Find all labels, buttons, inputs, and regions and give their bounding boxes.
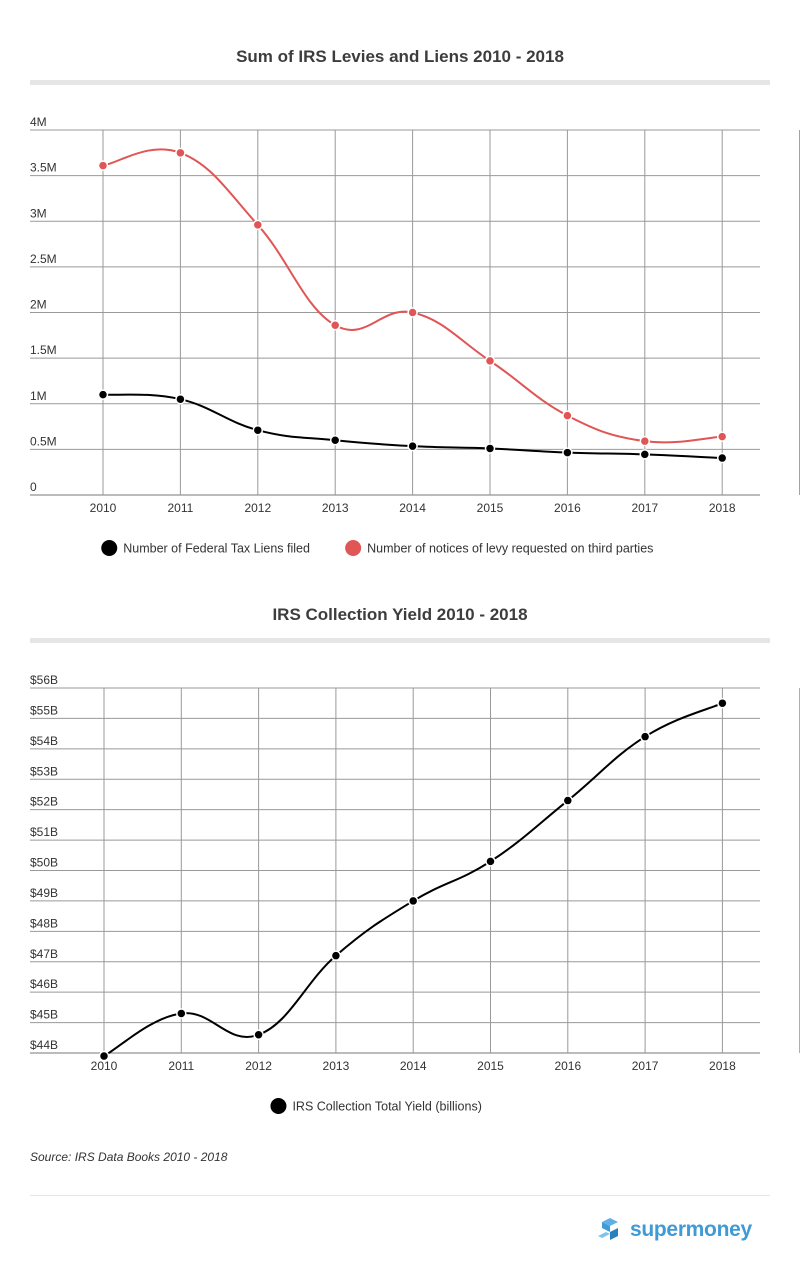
footer-divider: [30, 1195, 770, 1196]
y-tick-label: $52B: [30, 795, 58, 809]
y-tick-label: $49B: [30, 886, 58, 900]
x-tick-label: 2017: [631, 501, 658, 515]
x-tick-label: 2016: [554, 501, 581, 515]
data-point: [407, 307, 418, 318]
supermoney-logo[interactable]: supermoney: [596, 1216, 752, 1244]
y-tick-label: $47B: [30, 947, 58, 961]
data-point: [562, 795, 574, 806]
chart2-collection-yield: $44B $45B $46B $47B $48B $49B $50B $51B $52B $53B…: [30, 673, 800, 1114]
data-point: [484, 443, 496, 454]
data-point: [639, 731, 651, 742]
data-point: [485, 856, 496, 867]
y-tick-label: $54B: [30, 734, 58, 748]
y-tick-label: 0.5M: [30, 434, 57, 448]
data-point: [252, 424, 264, 436]
chart1-title-underline: [30, 80, 770, 85]
x-tick-label: 2016: [554, 1059, 581, 1073]
chart1-title: Sum of IRS Levies and Liens 2010 - 2018: [236, 47, 564, 66]
source-note: Source: IRS Data Books 2010 - 2018: [30, 1150, 228, 1164]
legend-label: Number of notices of levy requested on t…: [367, 542, 653, 556]
y-tick-label: 1M: [30, 389, 47, 403]
data-point: [253, 1029, 264, 1040]
data-point: [329, 435, 341, 446]
y-tick-label: 4M: [30, 115, 47, 129]
supermoney-wordmark: supermoney: [630, 1218, 752, 1241]
x-tick-label: 2017: [632, 1059, 659, 1073]
legend-label: Number of Federal Tax Liens filed: [123, 542, 310, 556]
data-point: [98, 1050, 110, 1062]
x-tick-label: 2013: [322, 501, 349, 515]
data-point: [639, 449, 651, 460]
y-tick-label: $50B: [30, 856, 58, 870]
y-tick-label: 2M: [30, 298, 47, 312]
x-tick-label: 2014: [399, 501, 426, 515]
data-point: [717, 697, 728, 709]
legend-marker: [345, 540, 362, 556]
data-point: [716, 452, 728, 464]
x-tick-label: 2011: [167, 501, 193, 515]
x-tick-label: 2014: [400, 1059, 427, 1073]
y-tick-label: $48B: [30, 916, 58, 930]
data-point: [639, 435, 651, 447]
y-tick-label: $45B: [30, 1008, 58, 1022]
data-point: [175, 393, 186, 405]
y-tick-label: 3.5M: [30, 161, 57, 175]
data-point: [330, 950, 342, 961]
data-point: [329, 320, 341, 331]
y-tick-label: $46B: [30, 977, 58, 991]
supermoney-logo-icon: [598, 1218, 618, 1240]
y-tick-label: $44B: [30, 1038, 58, 1052]
x-tick-label: 2018: [709, 1059, 736, 1073]
data-point: [252, 219, 264, 231]
y-tick-label: $56B: [30, 673, 58, 687]
chart1-levies-liens: 0 0.5M 1M 1.5M 2M 2.5M 3M 3.5M 4M 2010 2011 2012 201…: [30, 115, 800, 556]
chart2-title: IRS Collection Yield 2010 - 2018: [272, 605, 528, 624]
x-tick-label: 2015: [477, 1059, 504, 1073]
y-tick-label: 3M: [30, 206, 47, 220]
y-tick-label: $51B: [30, 825, 58, 839]
y-tick-label: $55B: [30, 703, 58, 717]
data-point: [97, 389, 109, 400]
x-tick-label: 2013: [323, 1059, 350, 1073]
chart2-title-underline: [30, 638, 770, 643]
y-tick-label: 2.5M: [30, 252, 57, 266]
data-point: [407, 895, 419, 907]
x-tick-label: 2015: [477, 501, 504, 515]
legend-marker: [101, 540, 118, 556]
data-point: [407, 440, 418, 452]
legend-label: IRS Collection Total Yield (billions): [292, 1100, 481, 1114]
x-tick-label: 2010: [90, 501, 117, 515]
y-tick-label: 0: [30, 480, 37, 494]
series-line: [102, 148, 723, 444]
x-tick-label: 2012: [245, 1059, 272, 1073]
y-tick-label: $53B: [30, 764, 58, 778]
data-point: [97, 160, 109, 171]
data-point: [562, 410, 573, 421]
x-tick-label: 2018: [709, 501, 736, 515]
data-point: [175, 147, 186, 159]
x-tick-label: 2010: [91, 1059, 118, 1073]
data-point: [176, 1008, 187, 1019]
y-tick-label: 1.5M: [30, 343, 57, 357]
data-point: [484, 355, 496, 367]
x-tick-label: 2012: [244, 501, 271, 515]
data-point: [562, 447, 573, 458]
legend-marker: [270, 1098, 287, 1114]
data-point: [716, 431, 728, 442]
x-tick-label: 2011: [168, 1059, 194, 1073]
